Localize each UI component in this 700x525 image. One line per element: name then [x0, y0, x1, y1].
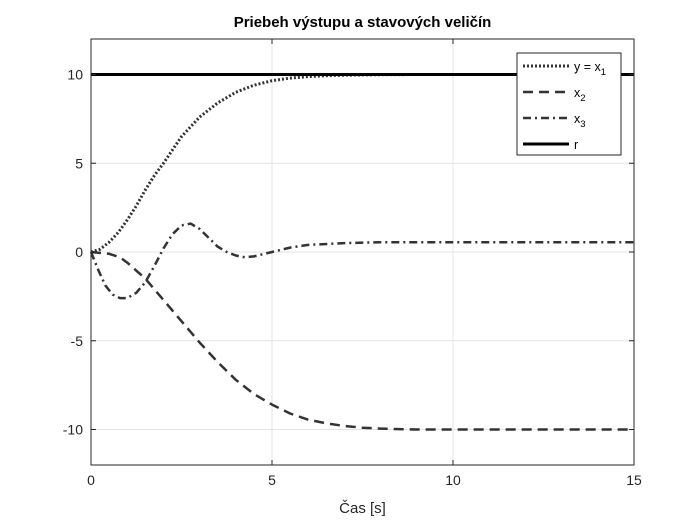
- legend-label: x2: [574, 86, 586, 104]
- legend-label: x3: [574, 112, 586, 130]
- legend-label: y = x1: [574, 60, 606, 78]
- series-line-2: [90, 250, 634, 431]
- legend: y = x1 x2 x3 r: [516, 52, 622, 156]
- series-line-3: [89, 222, 634, 300]
- axis-ticks: 0 5 10 15 -10 -5 0 5 10: [63, 39, 642, 488]
- legend-box: [516, 52, 622, 156]
- x-tick-label: 15: [626, 472, 642, 488]
- legend-label: r: [574, 138, 578, 152]
- x-tick-label: 5: [268, 472, 276, 488]
- y-tick-label: 10: [67, 67, 83, 83]
- x-tick-label: 10: [445, 472, 461, 488]
- y-tick-label: -10: [63, 422, 83, 438]
- y-tick-label: 5: [75, 155, 83, 171]
- x-tick-label: 0: [87, 472, 95, 488]
- y-tick-label: -5: [71, 333, 84, 349]
- chart-title: Priebeh výstupu a stavových veličín: [234, 14, 492, 31]
- y-tick-label: 0: [75, 244, 83, 260]
- x-axis-label: Čas [s]: [339, 500, 386, 517]
